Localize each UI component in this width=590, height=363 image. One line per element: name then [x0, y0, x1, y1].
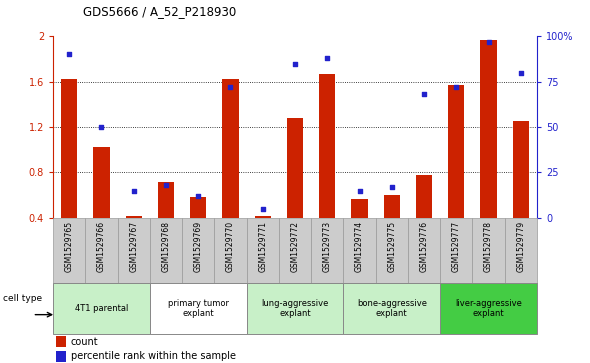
Bar: [384, 195, 400, 218]
Point: [484, 39, 493, 45]
Bar: [416, 175, 432, 218]
Point: [161, 182, 171, 188]
Bar: [150, 283, 247, 334]
Point: [451, 84, 461, 90]
Point: [290, 61, 300, 66]
Text: GSM1529774: GSM1529774: [355, 221, 364, 272]
Text: GSM1529772: GSM1529772: [290, 221, 300, 272]
Point: [226, 84, 235, 90]
Bar: [513, 121, 529, 218]
Bar: [448, 85, 464, 218]
Point: [323, 55, 332, 61]
Bar: [57, 336, 66, 347]
Point: [419, 91, 429, 97]
Point: [516, 70, 526, 76]
Bar: [408, 218, 440, 283]
Bar: [247, 283, 343, 334]
Bar: [182, 218, 214, 283]
Text: count: count: [71, 337, 99, 347]
Bar: [311, 218, 343, 283]
Point: [97, 124, 106, 130]
Bar: [117, 218, 150, 283]
Bar: [126, 216, 142, 218]
Point: [129, 188, 139, 193]
Text: 4T1 parental: 4T1 parental: [75, 304, 128, 313]
Bar: [247, 218, 279, 283]
Text: GSM1529779: GSM1529779: [516, 221, 525, 272]
Point: [194, 193, 203, 199]
Text: primary tumor
explant: primary tumor explant: [168, 299, 229, 318]
Bar: [150, 218, 182, 283]
Text: percentile rank within the sample: percentile rank within the sample: [71, 351, 236, 361]
Point: [355, 188, 364, 193]
Bar: [279, 218, 311, 283]
Text: GSM1529766: GSM1529766: [97, 221, 106, 272]
Text: GDS5666 / A_52_P218930: GDS5666 / A_52_P218930: [83, 5, 236, 18]
Bar: [214, 218, 247, 283]
Text: GSM1529769: GSM1529769: [194, 221, 203, 272]
Bar: [57, 351, 66, 362]
Bar: [343, 283, 440, 334]
Bar: [158, 182, 174, 218]
Bar: [343, 218, 376, 283]
Bar: [255, 216, 271, 218]
Text: GSM1529768: GSM1529768: [162, 221, 171, 272]
Text: GSM1529778: GSM1529778: [484, 221, 493, 272]
Point: [258, 206, 267, 212]
Bar: [93, 147, 110, 218]
Bar: [61, 79, 77, 218]
Text: GSM1529771: GSM1529771: [258, 221, 267, 272]
Bar: [440, 283, 537, 334]
Bar: [222, 79, 238, 218]
Bar: [473, 218, 504, 283]
Point: [64, 52, 74, 57]
Bar: [53, 218, 86, 283]
Bar: [287, 118, 303, 218]
Text: liver-aggressive
explant: liver-aggressive explant: [455, 299, 522, 318]
Bar: [53, 283, 150, 334]
Text: GSM1529770: GSM1529770: [226, 221, 235, 272]
Text: GSM1529773: GSM1529773: [323, 221, 332, 272]
Bar: [86, 218, 117, 283]
Bar: [480, 40, 497, 218]
Text: GSM1529775: GSM1529775: [387, 221, 396, 272]
Bar: [319, 74, 335, 218]
Text: bone-aggressive
explant: bone-aggressive explant: [357, 299, 427, 318]
Bar: [504, 218, 537, 283]
Text: GSM1529767: GSM1529767: [129, 221, 138, 272]
Bar: [190, 197, 206, 218]
Point: [387, 184, 396, 190]
Bar: [376, 218, 408, 283]
Text: GSM1529777: GSM1529777: [452, 221, 461, 272]
Text: lung-aggressive
explant: lung-aggressive explant: [261, 299, 329, 318]
Text: cell type: cell type: [3, 294, 42, 303]
Text: GSM1529776: GSM1529776: [419, 221, 428, 272]
Bar: [352, 199, 368, 218]
Text: GSM1529765: GSM1529765: [65, 221, 74, 272]
Bar: [440, 218, 473, 283]
